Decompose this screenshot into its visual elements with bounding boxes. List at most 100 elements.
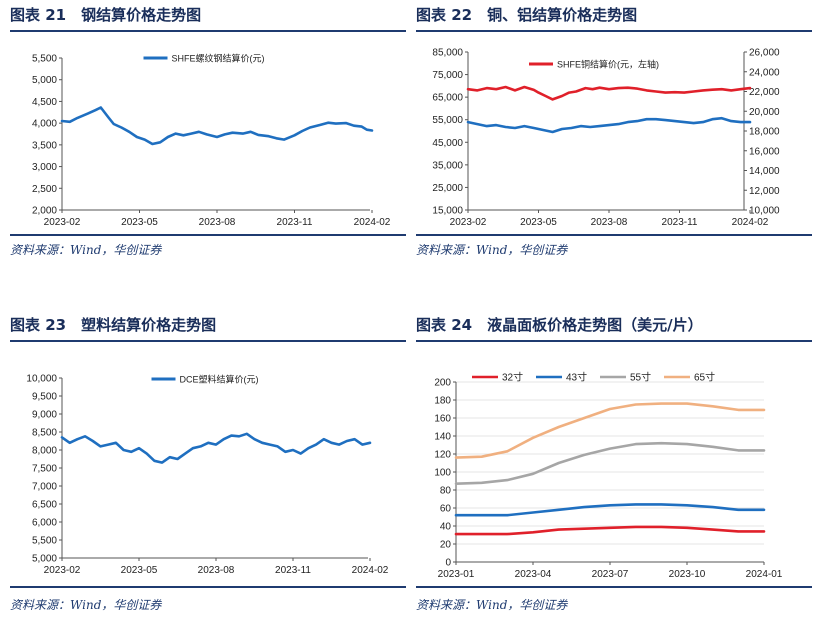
legend-label: 32寸	[502, 371, 523, 384]
legend-label: DCE塑料结算价(元)	[180, 374, 259, 385]
y-tick-label: 180	[434, 396, 451, 407]
y-tick-label: 5,000	[32, 554, 57, 565]
x-tick-label: 2023-10	[669, 569, 706, 580]
x-tick-label: 2023-04	[515, 569, 552, 580]
y-tick-label: 8,500	[32, 428, 57, 439]
x-tick-label: 2023-08	[198, 565, 235, 576]
x-tick-label: 2024-02	[352, 565, 389, 576]
legend-label: SHFE铜结算价(元，左轴)	[557, 59, 659, 70]
y-tick-label: 200	[434, 378, 451, 389]
series-line	[466, 85, 752, 101]
y-tick-label: 75,000	[432, 70, 463, 81]
copper-aluminum-price-chart: 15,000 25,000 35,000 45,000 55,000 65,000 75,0…	[432, 48, 780, 229]
x-tick-label: 2023-08	[199, 217, 236, 228]
y-tick-label: 7,000	[32, 482, 57, 493]
y-tick-label: 6,000	[32, 518, 57, 529]
x-tick-label: 2023-08	[591, 217, 628, 228]
series-line	[454, 441, 766, 485]
x-tick-label: 2023-01	[438, 569, 475, 580]
footer-rule	[416, 586, 812, 588]
y-tick-label: 3,500	[32, 140, 57, 151]
legend-label: 43寸	[566, 371, 587, 384]
y2-tick-label: 10,000	[749, 206, 780, 217]
series-line	[454, 402, 766, 459]
source-note: 资料来源：Wind，华创证券	[416, 243, 568, 257]
title-rule	[10, 340, 406, 342]
title-rule	[416, 340, 812, 342]
y-tick-label: 9,500	[32, 392, 57, 403]
title-rule	[416, 30, 812, 32]
y-tick-label: 20	[440, 540, 452, 551]
x-tick-label: 2023-05	[520, 217, 557, 228]
x-tick-label: 2024-02	[732, 217, 769, 228]
footer-rule	[416, 234, 812, 236]
source-note: 资料来源：Wind，华创证券	[10, 243, 162, 257]
y-tick-label: 10,000	[26, 374, 57, 385]
lcd-panel-price-chart: 0 20 40 60 80 100 120 140 160 180 200 2023-01 2023-0…	[434, 371, 783, 581]
panel-title: 图表 24 液晶面板价格走势图（美元/片）	[416, 316, 703, 334]
y2-tick-label: 24,000	[749, 67, 780, 78]
y-tick-label: 160	[434, 414, 451, 425]
x-tick-label: 2023-02	[44, 565, 81, 576]
y2-tick-label: 14,000	[749, 166, 780, 177]
y-tick-label: 5,500	[32, 54, 57, 65]
series-line	[60, 106, 374, 146]
source-note: 资料来源：Wind，华创证券	[10, 598, 162, 612]
series-line	[454, 525, 766, 536]
y-tick-label: 4,500	[32, 97, 57, 108]
x-tick-label: 2023-11	[277, 217, 313, 228]
footer-rule	[10, 586, 406, 588]
x-tick-label: 2024-02	[354, 217, 391, 228]
y-tick-label: 3,000	[32, 162, 57, 173]
legend-label: SHFE螺纹钢结算价(元)	[172, 53, 265, 64]
y-tick-label: 45,000	[432, 138, 463, 149]
y-tick-label: 85,000	[432, 48, 463, 59]
y-tick-label: 6,500	[32, 500, 57, 511]
y-tick-label: 140	[434, 432, 451, 443]
plastic-price-chart: 5,000 5,500 6,000 6,500 7,000 7,500 8,000 8,500…	[26, 374, 389, 577]
steel-price-chart: 2,000 2,500 3,000 3,500 4,000 4,500 5,000 5,500…	[32, 53, 391, 229]
x-tick-label: 2023-05	[121, 565, 158, 576]
legend-label: 65寸	[694, 371, 715, 384]
y-tick-label: 15,000	[432, 206, 463, 217]
x-tick-label: 2023-05	[121, 217, 158, 228]
x-tick-label: 2023-11	[662, 217, 698, 228]
y2-tick-label: 18,000	[749, 127, 780, 138]
x-tick-label: 2023-11	[275, 565, 311, 576]
y2-tick-label: 20,000	[749, 107, 780, 118]
y-tick-label: 2,000	[32, 206, 57, 217]
y-tick-label: 80	[440, 486, 452, 497]
y-tick-label: 0	[445, 558, 451, 569]
title-rule	[10, 30, 406, 32]
y2-tick-label: 26,000	[749, 48, 780, 59]
y2-tick-label: 12,000	[749, 186, 780, 197]
y-tick-label: 100	[434, 468, 451, 479]
panel-title: 图表 23 塑料结算价格走势图	[10, 316, 217, 334]
y-tick-label: 7,500	[32, 464, 57, 475]
panel-title: 图表 21 钢结算价格走势图	[10, 6, 202, 24]
y-tick-label: 4,000	[32, 119, 57, 130]
series-line	[466, 116, 752, 134]
source-note: 资料来源：Wind，华创证券	[416, 598, 568, 612]
panel-title: 图表 22 铜、铝结算价格走势图	[416, 6, 638, 24]
x-tick-label: 2023-02	[44, 217, 81, 228]
y-tick-label: 60	[440, 504, 452, 515]
y-tick-label: 65,000	[432, 93, 463, 104]
y2-tick-label: 22,000	[749, 87, 780, 98]
y-tick-label: 5,000	[32, 75, 57, 86]
y-tick-label: 120	[434, 450, 451, 461]
x-tick-label: 2023-02	[450, 217, 487, 228]
x-tick-label: 2024-01	[746, 569, 783, 580]
y-tick-label: 9,000	[32, 410, 57, 421]
x-tick-label: 2023-07	[592, 569, 629, 580]
y-tick-label: 40	[440, 522, 452, 533]
legend-label: 55寸	[630, 371, 651, 384]
footer-rule	[10, 234, 406, 236]
y-tick-label: 35,000	[432, 160, 463, 171]
y-tick-label: 5,500	[32, 536, 57, 547]
y-tick-label: 2,500	[32, 184, 57, 195]
y-tick-label: 8,000	[32, 446, 57, 457]
series-line	[454, 503, 766, 517]
y2-tick-label: 16,000	[749, 146, 780, 157]
series-line	[60, 432, 372, 464]
